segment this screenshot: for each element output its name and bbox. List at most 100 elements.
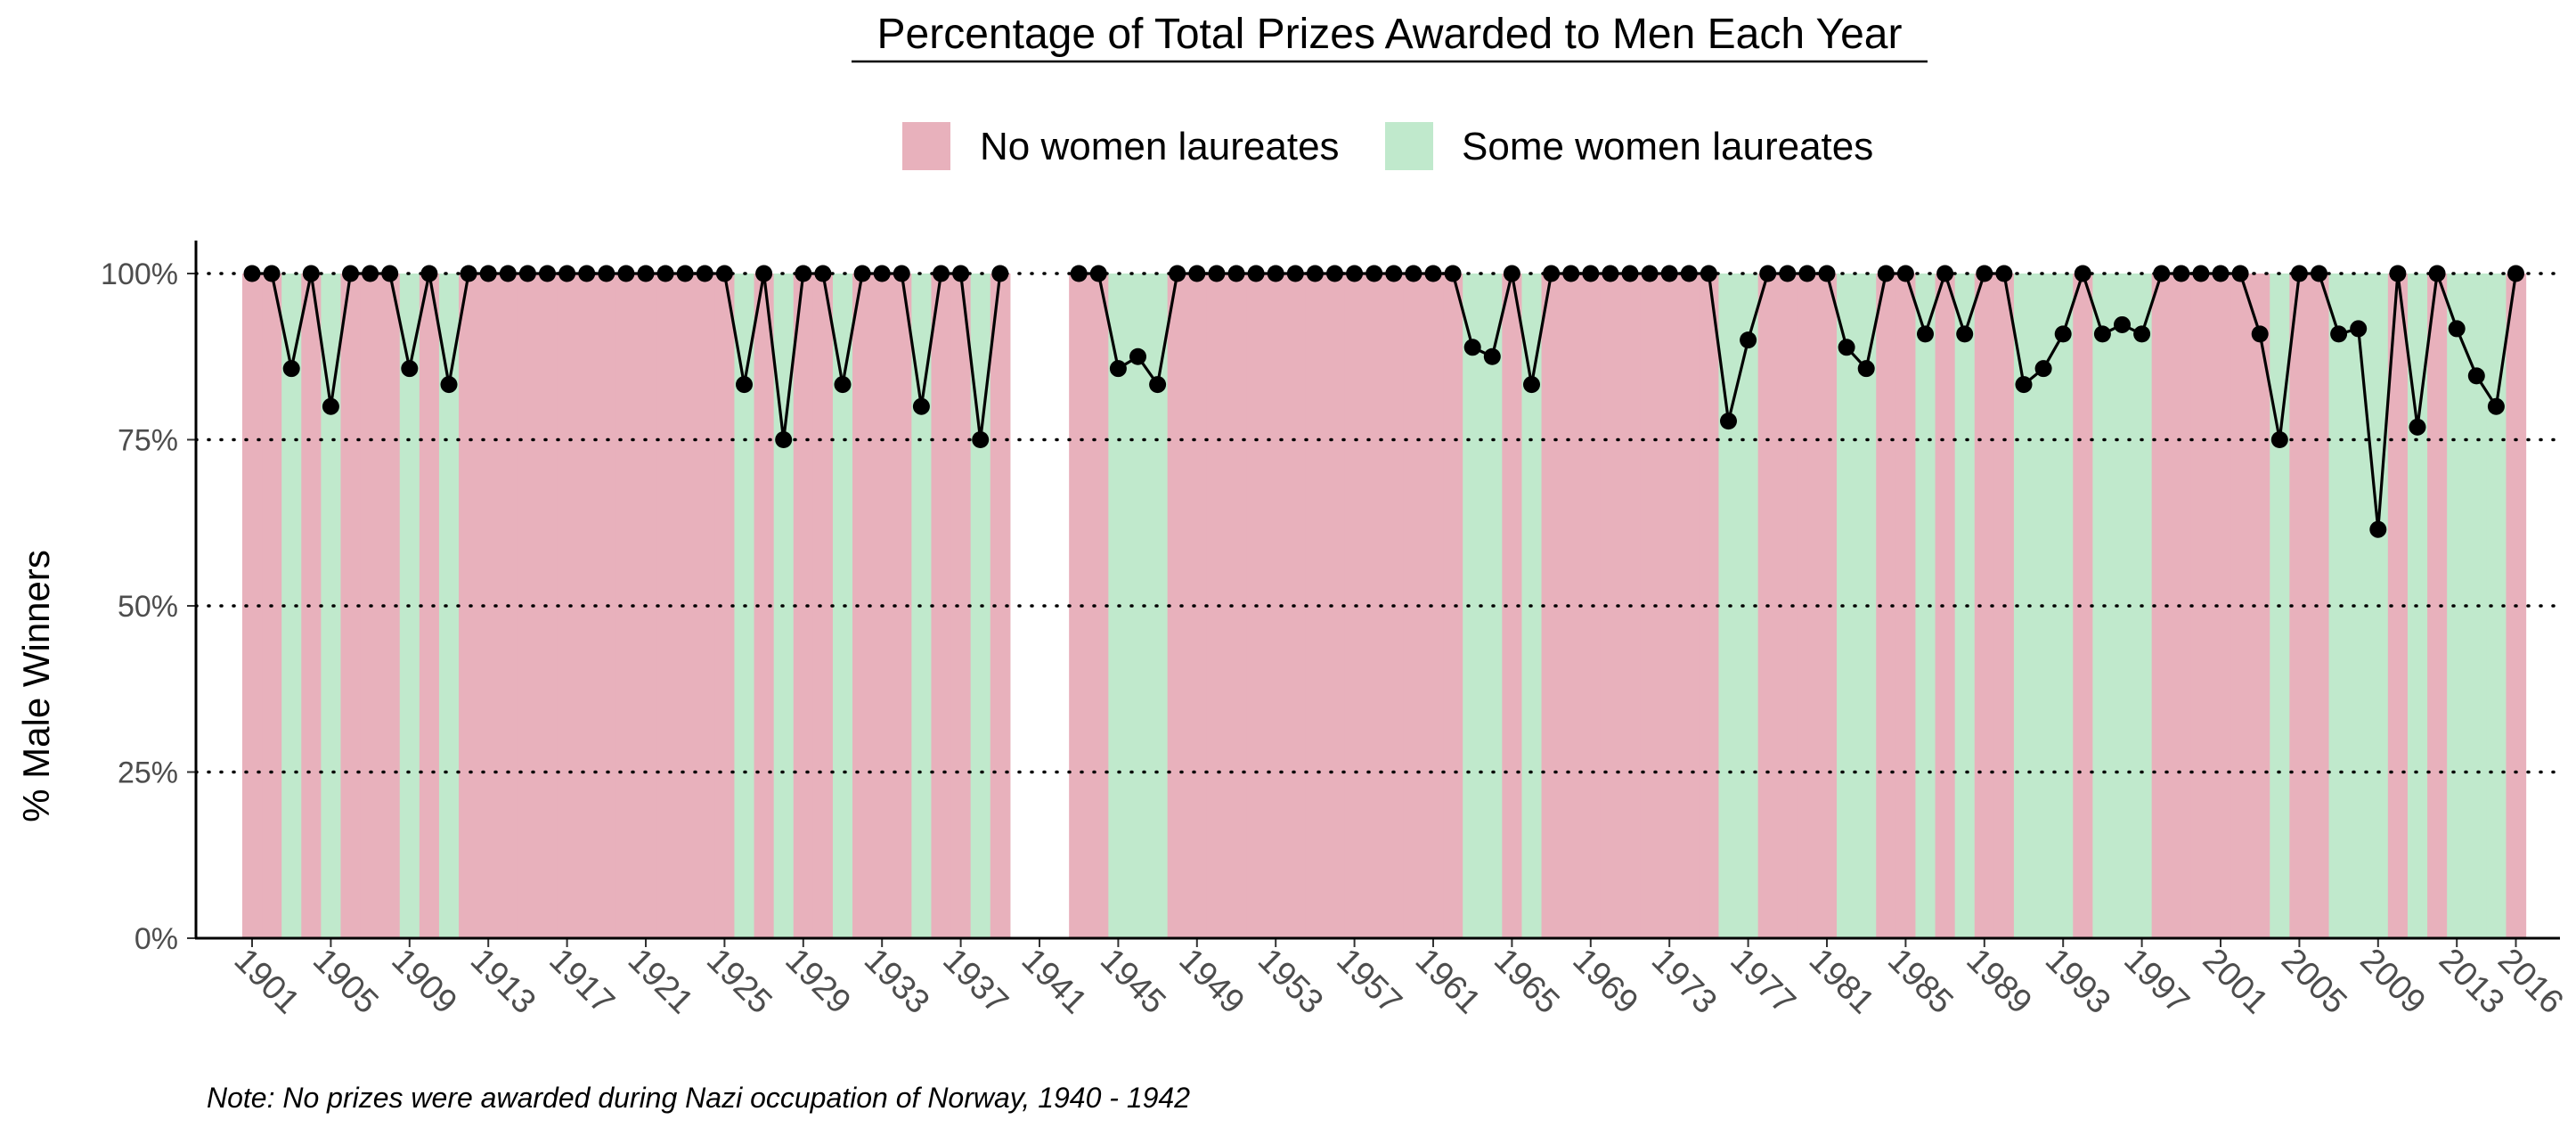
data-point-1976: [1720, 413, 1737, 430]
band-no-women-1904: [301, 274, 322, 938]
y-tick-labels: 0% 25% 50% 75% 100%: [101, 257, 196, 956]
band-some-women-1911: [438, 274, 460, 938]
data-point-2008: [2350, 320, 2368, 338]
data-point-1998: [2153, 265, 2171, 282]
x-tick-label-12: 1949: [1171, 942, 1251, 1021]
band-no-women-1917: [557, 274, 578, 938]
x-tick-label-21: 1985: [1880, 942, 1960, 1021]
data-point-1960: [1405, 265, 1423, 282]
data-point-2007: [2330, 325, 2348, 343]
data-point-1917: [558, 265, 576, 282]
data-point-1992: [2034, 360, 2052, 378]
data-point-1950: [1208, 265, 1226, 282]
chart-title: Percentage of Total Prizes Awarded to Me…: [877, 11, 1903, 58]
data-point-1933: [873, 265, 891, 282]
data-point-1983: [1857, 360, 1875, 378]
band-no-women-1968: [1561, 274, 1582, 938]
data-point-1914: [499, 265, 517, 282]
x-tick-label-26: 2005: [2274, 942, 2353, 1021]
data-point-1923: [676, 265, 694, 282]
data-point-1912: [460, 265, 477, 282]
data-point-1975: [1700, 265, 1717, 282]
series-male-share: [243, 265, 2524, 538]
data-point-1913: [479, 265, 497, 282]
band-some-women-2007: [2328, 274, 2350, 938]
data-point-1937: [952, 265, 970, 282]
data-point-2014: [2467, 367, 2485, 385]
data-point-1963: [1463, 339, 1481, 356]
data-point-1921: [637, 265, 655, 282]
data-point-1956: [1326, 265, 1343, 282]
data-point-1915: [518, 265, 536, 282]
data-point-1974: [1680, 265, 1698, 282]
data-point-2000: [2192, 265, 2210, 282]
data-point-1935: [912, 397, 930, 415]
band-no-women-1930: [812, 274, 834, 938]
x-tick-label-3: 1913: [463, 942, 542, 1021]
data-point-2005: [2290, 265, 2308, 282]
data-point-1968: [1562, 265, 1580, 282]
legend-swatch-no-women: [902, 122, 950, 170]
x-tick-label-8: 1933: [857, 942, 936, 1021]
data-point-1949: [1188, 265, 1206, 282]
data-point-1929: [795, 265, 812, 282]
band-no-women-1950: [1206, 274, 1227, 938]
data-point-1920: [617, 265, 635, 282]
data-point-2011: [2409, 418, 2426, 436]
y-tick-label-3: 75%: [118, 424, 178, 458]
data-point-1971: [1621, 265, 1639, 282]
data-point-1988: [1956, 325, 1974, 343]
data-point-1932: [853, 265, 871, 282]
x-tick-label-20: 1981: [1802, 942, 1881, 1021]
data-point-1977: [1740, 331, 1757, 349]
band-no-women-1936: [931, 274, 952, 938]
x-tick-label-10: 1941: [1015, 942, 1094, 1021]
legend-swatch-some-women: [1385, 122, 1433, 170]
data-point-1955: [1306, 265, 1324, 282]
data-point-1995: [2093, 325, 2111, 343]
data-point-1924: [696, 265, 713, 282]
band-no-women-1961: [1423, 274, 1444, 938]
data-point-1938: [972, 431, 990, 448]
band-no-women-1987: [1935, 274, 1956, 938]
data-point-1925: [715, 265, 733, 282]
band-no-women-1924: [695, 274, 715, 938]
data-point-2015: [2487, 397, 2505, 415]
y-tick-label-1: 25%: [118, 756, 178, 790]
x-tick-label-13: 1953: [1251, 942, 1330, 1021]
y-tick-label-0: 0%: [135, 922, 178, 956]
data-point-1989: [1976, 265, 1993, 282]
data-point-2012: [2428, 265, 2446, 282]
data-point-1927: [755, 265, 773, 282]
data-point-1909: [401, 360, 419, 378]
data-point-1980: [1798, 265, 1816, 282]
data-point-1911: [440, 376, 458, 394]
x-tick-label-25: 2001: [2196, 942, 2275, 1021]
data-point-1999: [2172, 265, 2190, 282]
data-point-1946: [1129, 347, 1146, 365]
x-tick-label-5: 1921: [621, 942, 700, 1021]
data-point-1919: [598, 265, 615, 282]
data-point-1978: [1759, 265, 1777, 282]
data-point-1958: [1365, 265, 1383, 282]
data-point-1916: [539, 265, 556, 282]
data-point-2009: [2369, 520, 2387, 538]
data-point-1972: [1641, 265, 1659, 282]
data-point-1936: [933, 265, 950, 282]
data-point-1961: [1424, 265, 1442, 282]
data-point-1966: [1523, 376, 1540, 394]
y-axis-label: % Male Winners: [15, 550, 57, 822]
data-point-1902: [263, 265, 281, 282]
x-tick-label-9: 1937: [935, 942, 1015, 1021]
x-tick-label-6: 1925: [699, 942, 779, 1021]
footnote: Note: No prizes were awarded during Nazi…: [207, 1082, 1190, 1114]
data-point-1939: [991, 265, 1009, 282]
x-tick-label-24: 1997: [2116, 942, 2196, 1021]
data-point-1959: [1385, 265, 1403, 282]
band-no-women-1980: [1797, 274, 1818, 938]
data-point-1991: [2015, 376, 2033, 394]
data-point-1910: [420, 265, 438, 282]
legend-label-some-women: Some women laureates: [1462, 125, 1873, 168]
data-point-1967: [1543, 265, 1561, 282]
band-no-women-1962: [1443, 274, 1463, 938]
